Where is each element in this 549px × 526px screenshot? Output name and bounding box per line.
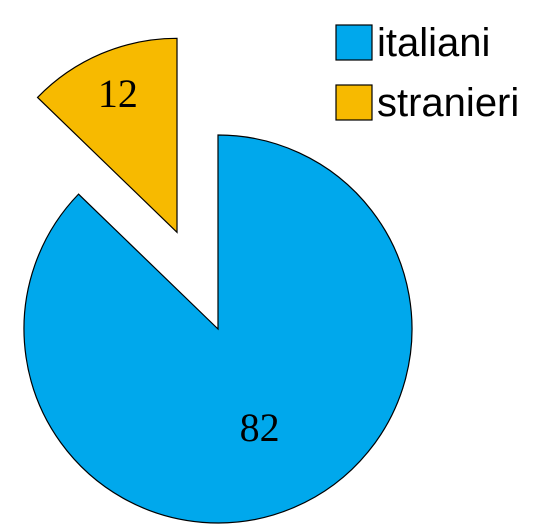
pie-slice-stranieri: [36, 37, 178, 234]
data-label-italiani: 82: [240, 405, 280, 450]
legend-swatch-stranieri: [335, 84, 373, 121]
pie-slices: [23, 37, 413, 524]
pie-slice-italiani: [23, 134, 413, 524]
legend-label-stranieri: stranieri: [377, 81, 519, 125]
legend-swatch-italiani: [335, 24, 373, 61]
legend: italiani stranieri: [335, 21, 519, 125]
pie-data-labels: 82 12: [98, 71, 280, 450]
legend-label-italiani: italiani: [377, 21, 490, 65]
data-label-stranieri: 12: [98, 71, 138, 116]
